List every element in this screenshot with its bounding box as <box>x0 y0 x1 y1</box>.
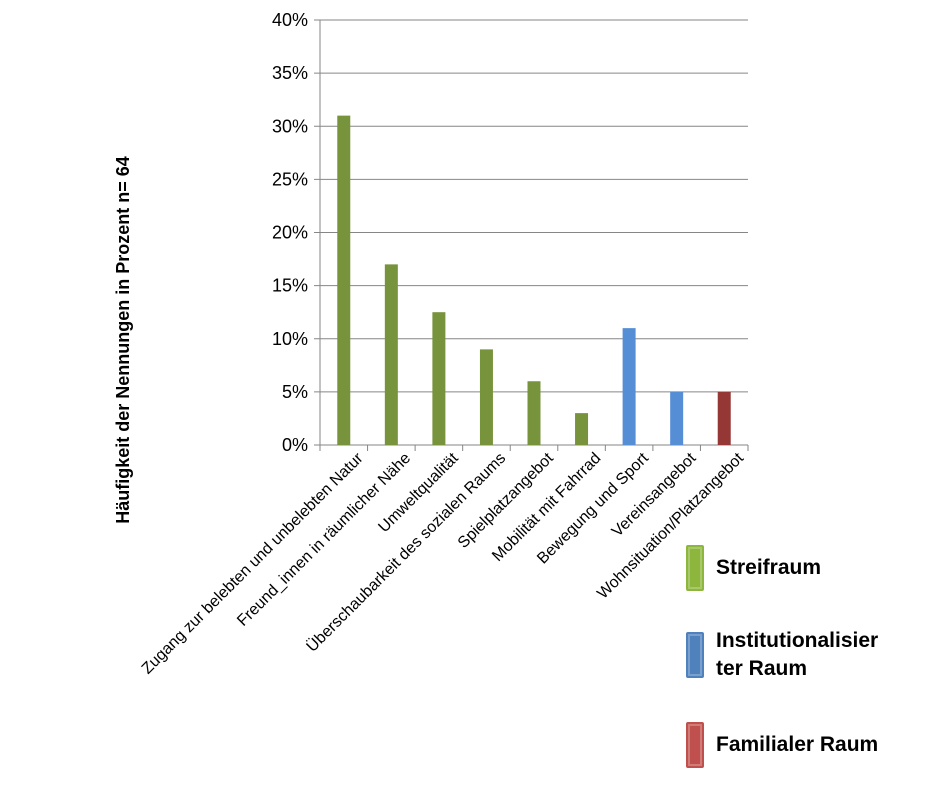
y-tick-label: 35% <box>272 63 308 83</box>
y-tick-label: 15% <box>272 276 308 296</box>
y-axis-ticks: 0% 5% 10% 15% 20% 25% 30% 35% 40% <box>272 10 308 455</box>
legend-item-institutionalisierter-raum: Institutionalisier ter Raum <box>686 627 878 683</box>
bar <box>622 328 636 445</box>
bar <box>384 264 398 445</box>
y-tick-label: 5% <box>282 382 308 402</box>
y-tick-label: 30% <box>272 116 308 136</box>
x-axis-category-labels: Zugang zur belebten und unbelebten Natur… <box>139 449 748 677</box>
x-tick-label: Zugang zur belebten und unbelebten Natur <box>139 449 367 677</box>
bar <box>479 349 493 445</box>
legend-swatch-familialer-raum <box>686 722 704 768</box>
y-axis-label: Häufigkeit der Nennungen in Prozent n= 6… <box>113 156 133 524</box>
legend-item-familialer-raum: Familialer Raum <box>686 722 878 768</box>
bars <box>337 115 731 445</box>
bar <box>432 312 446 445</box>
y-tick-label: 40% <box>272 10 308 30</box>
y-tick-label: 10% <box>272 329 308 349</box>
legend-swatch-streifraum <box>686 545 704 591</box>
legend-swatch-institutionalisierter-raum <box>686 632 704 678</box>
bar <box>717 391 731 445</box>
legend-label-streifraum: Streifraum <box>716 556 822 579</box>
x-tick-label: Vereinsangebot <box>609 449 700 540</box>
x-tick-label: Freund_innen in räumlicher Nähe <box>234 450 414 630</box>
legend-label-familialer-raum: Familialer Raum <box>716 733 879 756</box>
bar <box>670 391 684 445</box>
y-tick-label: 25% <box>272 169 308 189</box>
y-tick-label: 20% <box>272 223 308 243</box>
bar <box>337 115 351 445</box>
legend-label-institutionalisierter-raum: Institutionalisier ter Raum <box>716 629 879 680</box>
bar <box>527 381 541 445</box>
bar <box>575 413 589 445</box>
legend-item-streifraum: Streifraum <box>686 545 821 591</box>
y-tick-label: 0% <box>282 435 308 455</box>
